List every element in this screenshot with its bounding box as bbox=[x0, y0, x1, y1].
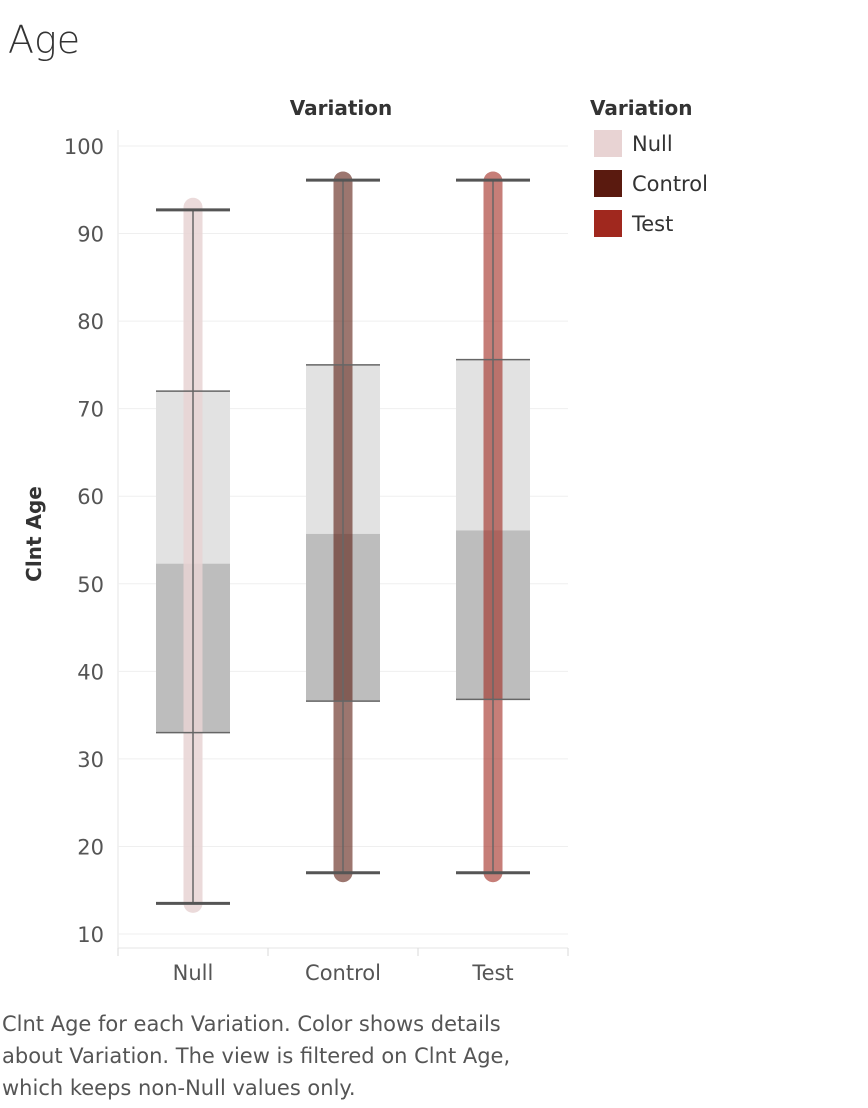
x-axis-categories: Null Control Test bbox=[173, 961, 514, 985]
x-category-label: Null bbox=[173, 961, 214, 985]
x-category-label: Test bbox=[471, 961, 513, 985]
legend[interactable]: Variation Null Control Test bbox=[590, 96, 708, 237]
legend-swatch bbox=[594, 130, 622, 157]
caption-line: Clnt Age for each Variation. Color shows… bbox=[2, 1012, 501, 1036]
legend-swatch bbox=[594, 210, 622, 237]
y-tick-label: 20 bbox=[77, 835, 104, 859]
column-header: Variation bbox=[290, 96, 393, 120]
legend-label: Null bbox=[632, 132, 673, 156]
y-axis-title: Clnt Age bbox=[22, 486, 46, 582]
page-title: Age bbox=[8, 18, 81, 62]
y-axis-ticks: 10 20 30 40 50 60 70 80 90 100 bbox=[64, 135, 104, 947]
y-tick-label: 30 bbox=[77, 748, 104, 772]
y-tick-label: 60 bbox=[77, 485, 104, 509]
y-tick-label: 80 bbox=[77, 310, 104, 334]
y-tick-label: 40 bbox=[77, 660, 104, 684]
caption-line: which keeps non-Null values only. bbox=[2, 1076, 356, 1100]
legend-label: Test bbox=[631, 212, 673, 236]
legend-label: Control bbox=[632, 172, 708, 196]
x-category-label: Control bbox=[305, 961, 381, 985]
y-tick-label: 10 bbox=[77, 923, 104, 947]
y-tick-label: 50 bbox=[77, 573, 104, 597]
y-tick-label: 100 bbox=[64, 135, 104, 159]
chart-caption: Clnt Age for each Variation. Color shows… bbox=[2, 1008, 562, 1104]
box-plot-chart: 10 20 30 40 50 60 70 80 90 100 Null Control Test Va… bbox=[22, 96, 708, 985]
y-tick-label: 70 bbox=[77, 398, 104, 422]
caption-line: about Variation. The view is filtered on… bbox=[2, 1044, 511, 1068]
legend-swatch bbox=[594, 170, 622, 197]
y-tick-label: 90 bbox=[77, 223, 104, 247]
whiskers bbox=[156, 178, 530, 905]
legend-title: Variation bbox=[590, 96, 693, 120]
